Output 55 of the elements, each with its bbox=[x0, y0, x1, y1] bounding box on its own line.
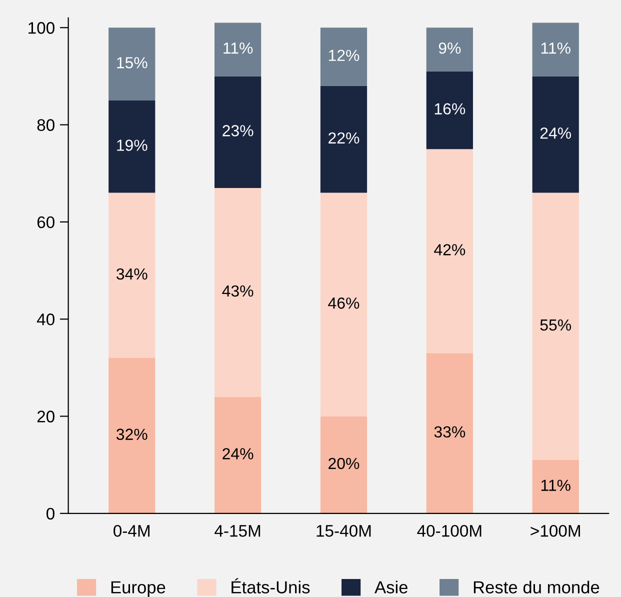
y-tick-label: 100 bbox=[28, 22, 54, 34]
bar bbox=[532, 76, 579, 193]
bar bbox=[320, 28, 368, 86]
bar bbox=[532, 22, 579, 76]
bar bbox=[214, 188, 262, 397]
bar bbox=[214, 22, 262, 76]
data-label: 33% bbox=[434, 426, 466, 438]
legend-label: États-Unis bbox=[232, 578, 310, 594]
data-label: 23% bbox=[222, 125, 254, 136]
bar bbox=[320, 192, 368, 416]
data-label: 22% bbox=[328, 132, 360, 144]
data-label: 42% bbox=[434, 244, 466, 256]
legend-label: Asie bbox=[374, 580, 408, 594]
x-tick-label: 0-4M bbox=[114, 524, 150, 537]
x-tick-label: 15-40M bbox=[316, 524, 371, 537]
y-tick-label: 60 bbox=[37, 216, 54, 228]
data-label: 46% bbox=[328, 298, 360, 309]
bar bbox=[426, 71, 473, 150]
data-label: 11% bbox=[224, 42, 253, 54]
data-label: 55% bbox=[540, 319, 572, 331]
bar bbox=[108, 192, 156, 358]
y-tick-label: 0 bbox=[46, 508, 54, 520]
x-tick-label: 40-100M bbox=[417, 524, 482, 537]
bar bbox=[426, 149, 473, 354]
data-label: 12% bbox=[328, 50, 360, 61]
data-label: 11% bbox=[541, 42, 570, 54]
bar bbox=[532, 460, 579, 514]
bar bbox=[108, 28, 156, 100]
y-tick-label: 80 bbox=[37, 119, 54, 131]
y-tick-label: 40 bbox=[36, 314, 54, 326]
x-tick-label: >100M bbox=[530, 524, 580, 537]
bar bbox=[532, 192, 579, 460]
legend-label: Europe bbox=[111, 581, 166, 597]
bar bbox=[214, 76, 262, 188]
data-label: 15% bbox=[117, 57, 148, 68]
bar bbox=[320, 86, 368, 193]
data-label: 19% bbox=[117, 140, 148, 151]
data-label: 43% bbox=[222, 285, 254, 297]
data-label: 32% bbox=[116, 428, 148, 440]
bar bbox=[108, 100, 156, 193]
data-label: 9% bbox=[438, 42, 461, 54]
bar bbox=[426, 353, 473, 514]
data-label: 16% bbox=[434, 103, 466, 114]
legend-label: Reste du monde bbox=[474, 580, 600, 594]
y-tick-label: 20 bbox=[37, 410, 54, 422]
bar bbox=[426, 28, 473, 72]
data-label: 20% bbox=[328, 458, 360, 470]
bar bbox=[214, 396, 262, 514]
bar bbox=[108, 358, 156, 514]
data-label: 24% bbox=[222, 448, 254, 460]
x-tick-label: 4-15M bbox=[214, 525, 260, 537]
data-label: 11% bbox=[541, 480, 570, 491]
bar bbox=[320, 416, 368, 514]
data-label: 34% bbox=[116, 268, 148, 280]
data-label: 24% bbox=[540, 127, 572, 139]
